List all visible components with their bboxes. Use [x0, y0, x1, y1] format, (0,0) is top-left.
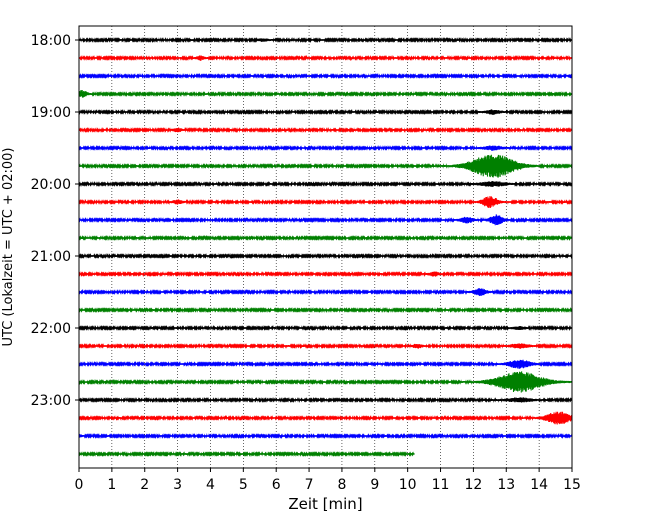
seismogram-trace: [79, 180, 572, 187]
seismogram-trace: [79, 37, 572, 44]
seismogram-trace: [79, 411, 572, 425]
x-axis-label: Zeit [min]: [288, 495, 362, 513]
x-tick-label: 0: [75, 477, 84, 493]
seismogram-trace: [79, 73, 572, 80]
seismogram-trace: [79, 342, 572, 350]
x-tick-label: 6: [272, 477, 281, 493]
seismogram-trace: [79, 252, 572, 260]
seismogram-trace: [79, 451, 415, 458]
x-tick-label: 14: [530, 477, 548, 493]
y-tick-label: 18:00: [31, 33, 71, 49]
seismogram-trace: [79, 324, 572, 331]
seismogram-trace: [79, 214, 572, 226]
seismogram-trace: [79, 371, 572, 393]
x-tick-label: 1: [107, 477, 116, 493]
y-axis-label: UTC (Lokalzeit = UTC + 02:00): [1, 148, 16, 347]
trace-group: [79, 37, 572, 458]
x-tick-label: 15: [563, 477, 581, 493]
seismogram-trace: [79, 359, 572, 369]
x-tick-label: 12: [464, 477, 482, 493]
seismogram-trace: [79, 234, 572, 241]
x-tick-label: 7: [305, 477, 314, 493]
seismogram-trace: [79, 307, 572, 314]
seismogram-trace: [79, 154, 572, 178]
x-tick-label: 13: [497, 477, 515, 493]
x-tick-label: 2: [140, 477, 149, 493]
y-tick-label: 19:00: [31, 105, 71, 121]
seismogram-trace: [79, 108, 572, 116]
x-tick-label: 10: [399, 477, 417, 493]
seismogram-trace: [79, 432, 572, 440]
x-tick-label: 3: [173, 477, 182, 493]
seismogram-trace: [79, 196, 572, 208]
plot-frame: [78, 25, 573, 469]
seismogram-trace: [79, 396, 572, 403]
y-tick-label: 22:00: [31, 321, 71, 337]
seismogram-trace: [79, 54, 572, 62]
y-tick-label: 21:00: [31, 249, 71, 265]
seismogram-trace: [79, 144, 572, 151]
x-tick-label: 4: [206, 477, 215, 493]
x-tick-label: 5: [239, 477, 248, 493]
seismogram-trace: [79, 126, 572, 134]
seismogram-trace: [79, 89, 572, 98]
y-tick-label: 23:00: [31, 393, 71, 409]
x-tick-label: 8: [337, 477, 346, 493]
y-tick-label: 20:00: [31, 177, 71, 193]
x-tick-label: 11: [432, 477, 450, 493]
y-axis: 18:00 19:00 20:00 21:00 22:00 23:00: [31, 33, 79, 409]
x-tick-label: 9: [370, 477, 379, 493]
x-axis: 0 1 2 3 4 5 6 7 8 9 10 11 12 13 14 15: [75, 468, 581, 493]
seismogram-trace: [79, 288, 572, 297]
seismogram-trace: [79, 271, 572, 278]
